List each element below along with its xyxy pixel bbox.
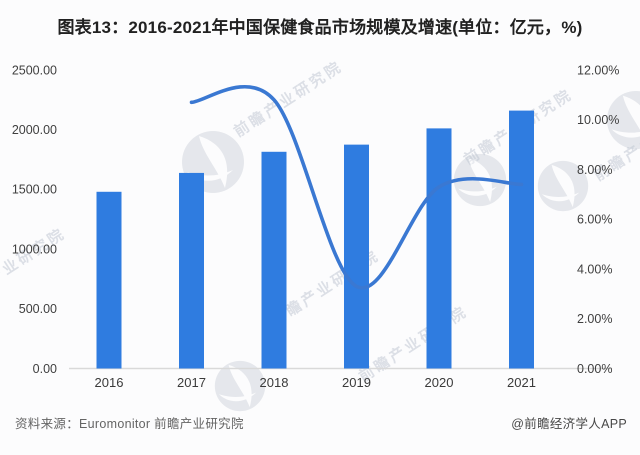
y-axis-right-tick: 2.00% <box>577 312 612 326</box>
y-axis-left-tick: 2000.00 <box>12 123 57 137</box>
x-axis-label: 2018 <box>260 375 289 390</box>
x-axis-label: 2017 <box>177 375 206 390</box>
chart-title: 图表13：2016-2021年中国保健食品市场规模及增速(单位：亿元，%) <box>57 18 583 37</box>
bar-2016 <box>96 191 122 369</box>
y-axis-right-tick: 6.00% <box>577 213 612 227</box>
y-axis-left-tick: 500.00 <box>19 302 57 316</box>
y-axis-left-tick: 2500.00 <box>12 63 57 77</box>
y-axis-right-tick: 8.00% <box>577 163 612 177</box>
y-axis-right-tick: 10.00% <box>577 113 619 127</box>
chart-footer: 资料来源：Euromonitor 前瞻产业研究院 @前瞻经济学人APP <box>15 412 627 432</box>
bar-2021 <box>509 110 534 369</box>
bar-2019 <box>344 144 369 369</box>
growth-rate-line <box>189 85 524 290</box>
x-axis-label: 2020 <box>425 375 454 390</box>
bar-2020 <box>426 128 452 369</box>
app-credit: @前瞻经济学人APP <box>511 416 627 431</box>
x-axis-label: 2021 <box>507 375 536 390</box>
y-axis-left-tick: 0.00 <box>33 362 57 376</box>
y-axis-right-tick: 0.00% <box>577 362 612 376</box>
source-note: 资料来源：Euromonitor 前瞻产业研究院 <box>15 416 244 431</box>
x-axis-label: 2019 <box>342 375 371 390</box>
y-axis-right-tick: 4.00% <box>577 262 612 276</box>
bar-2017 <box>179 172 204 369</box>
bar-2018 <box>261 151 287 369</box>
x-axis-label: 2016 <box>95 375 124 390</box>
y-axis-right-tick: 12.00% <box>577 63 619 77</box>
y-axis-left-tick: 1500.00 <box>12 183 57 197</box>
y-axis-left-tick: 1000.00 <box>12 242 57 256</box>
